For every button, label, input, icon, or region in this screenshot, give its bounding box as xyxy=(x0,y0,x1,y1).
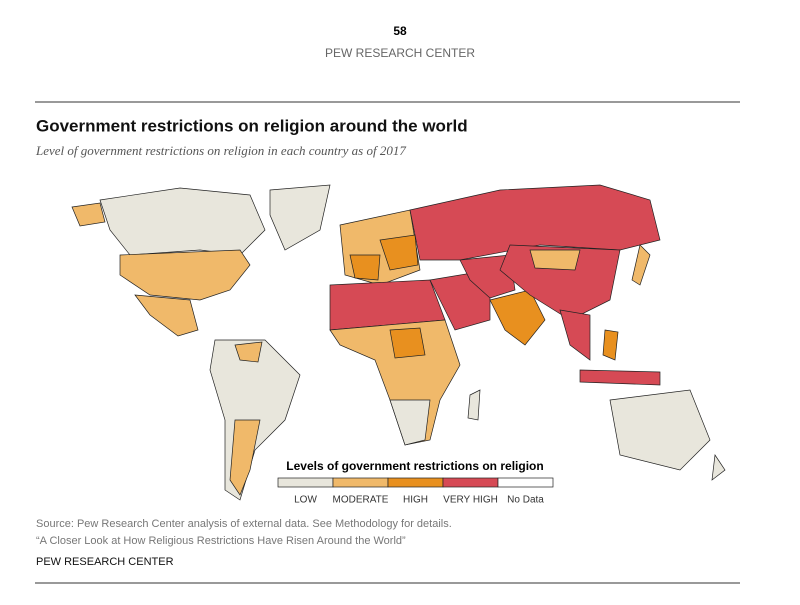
world-map xyxy=(71,184,726,501)
footer: PEW RESEARCH CENTER xyxy=(36,556,174,568)
source: Source: Pew Research Center analysis of … xyxy=(36,518,452,530)
legend-label: HIGH xyxy=(403,495,428,506)
subtitle: Level of government restrictions on reli… xyxy=(35,143,406,158)
legend-label: MODERATE xyxy=(333,495,389,506)
legend: LOW MODERATE HIGH VERY HIGH No Data xyxy=(277,477,554,506)
header: PEW RESEARCH CENTER xyxy=(325,46,475,60)
legend-label: VERY HIGH xyxy=(443,495,498,506)
legend-swatch xyxy=(497,477,554,488)
title: Government restrictions on religion arou… xyxy=(36,116,468,135)
legend-title: Levels of government restrictions on rel… xyxy=(286,459,543,473)
legend-label: LOW xyxy=(294,495,317,506)
legend-swatch xyxy=(442,477,499,488)
legend-swatch xyxy=(332,477,389,488)
legend-swatch xyxy=(277,477,334,488)
source: “A Closer Look at How Religious Restrict… xyxy=(36,535,406,547)
legend-swatch xyxy=(387,477,444,488)
legend-label: No Data xyxy=(507,495,544,506)
page-number: 58 xyxy=(393,24,407,38)
